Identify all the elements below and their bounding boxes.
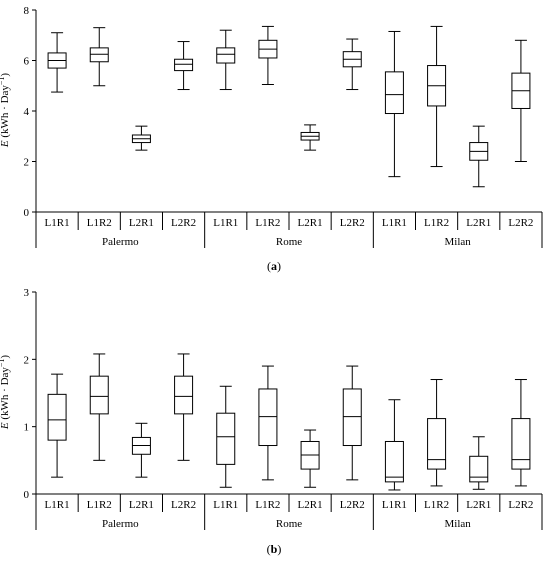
x-tick-label: L1R2	[255, 499, 280, 511]
x-tick-label: L2R2	[508, 499, 533, 511]
y-tick-label: 1	[24, 422, 30, 434]
group-label: Palermo	[102, 236, 139, 248]
panel-a-y-axis-label: E (kWh · Day−1)	[0, 73, 11, 149]
box-9	[384, 30, 404, 178]
y-tick-label: 4	[24, 106, 30, 118]
box-1	[47, 373, 67, 478]
y-tick-label: 8	[24, 5, 30, 17]
box-5	[216, 385, 236, 488]
box-2	[89, 27, 109, 87]
panel-a-y-ticks: 0 2 4 6 8	[24, 5, 37, 219]
iqr-box	[384, 440, 404, 483]
box-2	[89, 353, 109, 461]
x-tick-label: L1R1	[45, 499, 70, 511]
x-tick-label: L1R2	[255, 217, 280, 229]
x-tick-label: L1R1	[382, 499, 407, 511]
iqr-box	[342, 388, 362, 447]
x-tick-label: L2R2	[171, 217, 196, 229]
panel-b-y-axis-label: E (kWh · Day−1)	[0, 355, 11, 431]
x-tick-label: L1R1	[213, 499, 238, 511]
box-9	[384, 399, 404, 491]
box-4	[174, 41, 194, 91]
group-label: Milan	[445, 236, 472, 248]
group-label: Palermo	[102, 518, 139, 530]
iqr-box	[216, 412, 236, 465]
box-8	[342, 365, 362, 481]
iqr-box	[384, 71, 404, 115]
panel-a-x-axis: L1R1 L1R2 L2R1 L2R2 L1R1 L1R2 L2R1 L2R2 L1R1 L1R2…	[35, 211, 543, 248]
iqr-box	[258, 388, 278, 447]
y-tick-label: 0	[24, 207, 30, 219]
y-tick-label: 2	[24, 157, 30, 169]
box-8	[342, 38, 362, 91]
iqr-box	[174, 375, 194, 415]
box-3	[131, 125, 151, 151]
box-7	[300, 429, 320, 488]
iqr-box	[47, 393, 67, 441]
panel-b-label: (b)	[267, 542, 282, 556]
x-tick-label: L1R1	[213, 217, 238, 229]
iqr-box	[89, 375, 109, 415]
box-12	[511, 39, 531, 162]
panel-a-boxes	[47, 25, 531, 188]
iqr-box	[469, 455, 489, 483]
group-label: Milan	[445, 518, 472, 530]
x-tick-label: L1R2	[424, 217, 449, 229]
x-tick-label: L1R1	[45, 217, 70, 229]
x-tick-label: L1R2	[87, 217, 112, 229]
group-label: Rome	[276, 518, 302, 530]
iqr-box	[511, 418, 531, 470]
x-tick-label: L2R1	[298, 217, 323, 229]
box-10	[427, 379, 447, 487]
panel-b-x-axis: L1R1 L1R2 L2R1 L2R2 L1R1 L1R2 L2R1 L2R2 L1R1 L1R2…	[35, 493, 543, 530]
x-tick-label: L1R2	[87, 499, 112, 511]
x-tick-label: L2R2	[340, 217, 365, 229]
box-11	[469, 125, 489, 188]
x-tick-label: L2R2	[340, 499, 365, 511]
y-tick-label: 2	[24, 354, 30, 366]
box-6	[258, 25, 278, 85]
y-tick-label: 0	[24, 489, 30, 501]
box-6	[258, 365, 278, 481]
x-tick-label: L2R1	[466, 499, 491, 511]
x-tick-label: L1R2	[424, 499, 449, 511]
box-12	[511, 379, 531, 487]
x-tick-label: L2R1	[129, 217, 154, 229]
y-tick-label: 6	[24, 56, 30, 68]
x-tick-label: L2R1	[466, 217, 491, 229]
x-tick-label: L1R1	[382, 217, 407, 229]
panel-a-label: (a)	[267, 259, 281, 273]
iqr-box	[427, 418, 447, 470]
box-7	[300, 124, 320, 151]
x-tick-label: L2R2	[508, 217, 533, 229]
x-tick-label: L2R2	[171, 499, 196, 511]
group-label: Rome	[276, 236, 302, 248]
box-11	[469, 436, 489, 490]
panel-b-y-ticks: 0 1 2 3	[24, 287, 37, 501]
iqr-box	[89, 47, 109, 63]
box-10	[427, 25, 447, 168]
iqr-box	[174, 58, 194, 72]
box-1	[47, 32, 67, 93]
panel-b-boxes	[47, 353, 531, 491]
x-tick-label: L2R1	[298, 499, 323, 511]
iqr-box	[216, 47, 236, 64]
y-tick-label: 3	[24, 287, 30, 299]
box-5	[216, 29, 236, 91]
x-tick-label: L2R1	[129, 499, 154, 511]
box-4	[174, 353, 194, 461]
box-3	[131, 422, 151, 478]
